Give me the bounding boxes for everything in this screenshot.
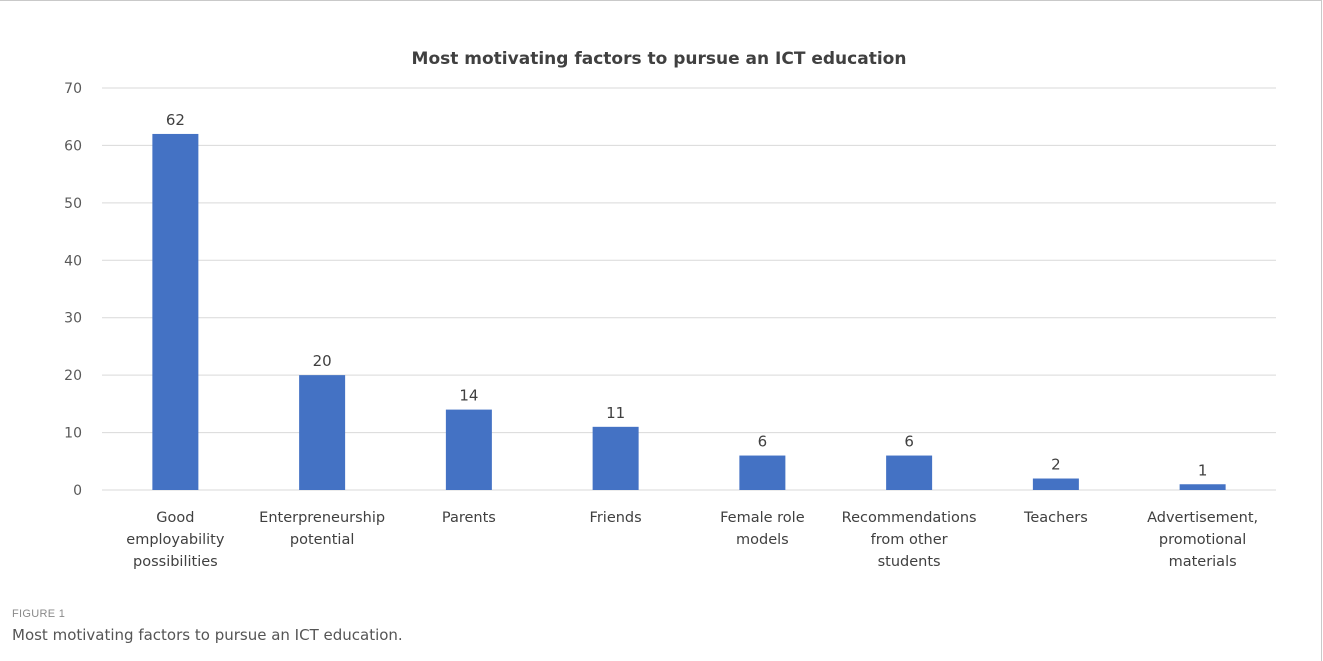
y-tick-label: 60: [64, 138, 82, 154]
category-label-line: students: [878, 554, 941, 570]
y-tick-label: 70: [64, 81, 82, 97]
category-label-line: from other: [871, 532, 948, 548]
category-label-line: promotional: [1159, 532, 1246, 548]
category-label-line: Friends: [590, 510, 642, 526]
y-tick-label: 50: [64, 196, 82, 212]
category-label: Enterpreneurship potential: [259, 510, 385, 548]
category-label-line: Female role: [720, 510, 805, 526]
bar: [886, 455, 933, 490]
category-label-line: materials: [1169, 554, 1237, 570]
category-label-line: employability: [126, 532, 225, 548]
y-tick-label: 0: [73, 483, 82, 499]
bars: [152, 133, 1226, 490]
y-tick-label: 20: [64, 368, 82, 384]
data-label: 1: [1198, 461, 1208, 479]
category-label-line: Enterpreneurship: [259, 510, 385, 526]
category-label-line: Advertisement,: [1147, 510, 1258, 526]
bar: [592, 426, 639, 490]
category-label: Parents: [442, 510, 496, 526]
category-labels: Good employability possibilities Enterprene…: [126, 510, 1258, 570]
data-label: 20: [313, 352, 332, 370]
category-label: Recommendations from other students: [842, 510, 977, 570]
chart-title: Most motivating factors to pursue an ICT…: [412, 49, 907, 69]
category-label: Friends: [590, 510, 642, 526]
category-label: Good employability possibilities: [126, 510, 225, 570]
data-label: 6: [758, 433, 768, 451]
category-label: Advertisement, promotional materials: [1147, 510, 1258, 570]
category-label: Teachers: [1023, 510, 1088, 526]
data-label: 11: [606, 404, 625, 422]
category-label: Female role models: [720, 510, 805, 548]
category-label-line: Good: [156, 510, 194, 526]
y-tick-label: 30: [64, 311, 82, 327]
bar-chart: Most motivating factors to pursue an ICT…: [64, 49, 1276, 570]
data-label: 2: [1051, 456, 1061, 474]
bar: [152, 133, 199, 490]
caption-text: Most motivating factors to pursue an ICT…: [12, 626, 403, 644]
bar: [1179, 484, 1226, 490]
figure-caption: FIGURE 1 Most motivating factors to purs…: [12, 608, 1302, 644]
category-label-line: Teachers: [1023, 510, 1088, 526]
bar: [739, 455, 786, 490]
bar: [299, 375, 346, 490]
data-label: 62: [166, 111, 185, 129]
category-label-line: Parents: [442, 510, 496, 526]
category-label-line: possibilities: [133, 554, 218, 570]
data-label: 6: [904, 433, 914, 451]
caption-label: FIGURE 1: [12, 608, 66, 620]
y-tick-label: 40: [64, 253, 82, 269]
y-axis-ticks: 0 10 20 30 40 50 60 70: [64, 81, 82, 499]
gridlines: [102, 87, 1276, 491]
bar: [445, 409, 492, 490]
data-label: 14: [459, 387, 478, 405]
category-label-line: potential: [290, 532, 355, 548]
category-label-line: models: [736, 532, 789, 548]
category-label-line: Recommendations: [842, 510, 977, 526]
bar: [1032, 478, 1079, 490]
y-tick-label: 10: [64, 426, 82, 442]
